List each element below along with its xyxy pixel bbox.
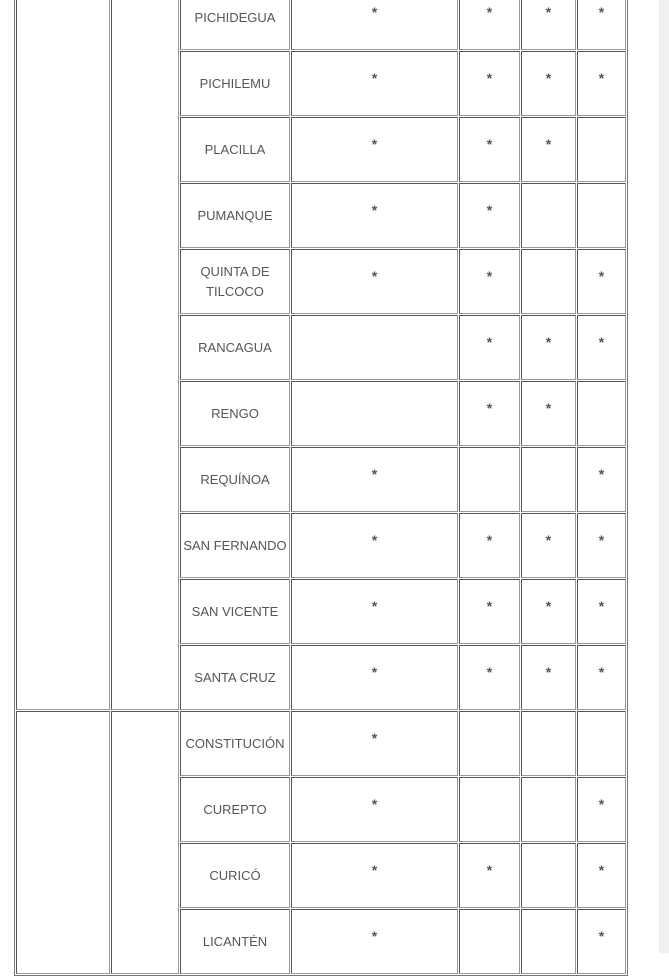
- table-row: CONSTITUCIÓN *: [16, 711, 626, 974]
- commune-name: PICHILEMU: [180, 51, 290, 116]
- commune-name: PICHIDEGUA: [180, 0, 290, 50]
- mark-cell: *: [459, 51, 520, 116]
- mark-cell: [459, 909, 520, 974]
- mark-cell: *: [459, 249, 520, 314]
- mark-cell: *: [577, 579, 626, 644]
- table-row: QUINTA DE TILCOCO * * *: [16, 249, 626, 314]
- mark-cell: [577, 381, 626, 446]
- mark-cell: [459, 711, 520, 776]
- mark-cell: *: [291, 513, 458, 578]
- mark-cell: *: [291, 711, 458, 776]
- table-row: CURICÓ * * *: [16, 843, 626, 908]
- mark-cell: *: [291, 183, 458, 248]
- table-row: PUMANQUE * *: [16, 183, 626, 248]
- mark-cell: *: [459, 315, 520, 380]
- commune-name: REQUÍNOA: [180, 447, 290, 512]
- mark-cell: *: [577, 249, 626, 314]
- commune-name: SANTA CRUZ: [180, 645, 290, 710]
- commune-name: QUINTA DE TILCOCO: [180, 249, 290, 314]
- mark-cell: [459, 447, 520, 512]
- mark-cell: [577, 117, 626, 182]
- table-row: SANTA CRUZ * * * *: [16, 645, 626, 710]
- region-cell: [16, 711, 110, 974]
- commune-name: SAN VICENTE: [180, 579, 290, 644]
- mark-cell: *: [291, 909, 458, 974]
- mark-cell: *: [459, 645, 520, 710]
- mark-cell: *: [291, 645, 458, 710]
- mark-cell: [521, 447, 576, 512]
- mark-cell: [577, 183, 626, 248]
- mark-cell: *: [291, 249, 458, 314]
- mark-cell: [459, 777, 520, 842]
- mark-cell: *: [577, 513, 626, 578]
- table-row: RANCAGUA * * *: [16, 315, 626, 380]
- mark-cell: *: [291, 0, 458, 50]
- table-row: RENGO * *: [16, 381, 626, 446]
- commune-name: PLACILLA: [180, 117, 290, 182]
- mark-cell: [521, 777, 576, 842]
- region-cell: [16, 0, 110, 710]
- mark-cell: *: [291, 117, 458, 182]
- table-row: REQUÍNOA * *: [16, 447, 626, 512]
- table-row: CUREPTO * *: [16, 777, 626, 842]
- mark-cell: *: [577, 0, 626, 50]
- commune-name: CURICÓ: [180, 843, 290, 908]
- communes-table: PICHIDEGUA * * * * PICHILEMU * * * * PLACILLA * * * PU…: [14, 0, 628, 976]
- commune-name: SAN FERNANDO: [180, 513, 290, 578]
- mark-cell: *: [577, 51, 626, 116]
- mark-cell: *: [521, 0, 576, 50]
- commune-name: RENGO: [180, 381, 290, 446]
- mark-cell: *: [459, 117, 520, 182]
- mark-cell: *: [577, 843, 626, 908]
- mark-cell: *: [459, 579, 520, 644]
- mark-cell: *: [291, 447, 458, 512]
- province-cell: [111, 711, 179, 974]
- mark-cell: *: [291, 51, 458, 116]
- commune-name: RANCAGUA: [180, 315, 290, 380]
- table-row: PICHIDEGUA * * * *: [16, 0, 626, 710]
- mark-cell: *: [577, 777, 626, 842]
- mark-cell: *: [577, 447, 626, 512]
- table-row: SAN VICENTE * * * *: [16, 579, 626, 644]
- mark-cell: *: [521, 645, 576, 710]
- mark-cell: [521, 843, 576, 908]
- scrollbar[interactable]: [659, 0, 669, 953]
- mark-cell: *: [521, 117, 576, 182]
- table-row: PICHILEMU * * * *: [16, 51, 626, 116]
- province-cell: [111, 0, 179, 710]
- mark-cell: *: [577, 315, 626, 380]
- mark-cell: *: [291, 579, 458, 644]
- mark-cell: [291, 315, 458, 380]
- mark-cell: *: [459, 381, 520, 446]
- table-row: SAN FERNANDO * * * *: [16, 513, 626, 578]
- mark-cell: *: [521, 513, 576, 578]
- mark-cell: *: [577, 645, 626, 710]
- mark-cell: [521, 249, 576, 314]
- mark-cell: *: [577, 909, 626, 974]
- mark-cell: *: [459, 183, 520, 248]
- table-row: PLACILLA * * *: [16, 117, 626, 182]
- commune-name: CUREPTO: [180, 777, 290, 842]
- mark-cell: [521, 711, 576, 776]
- mark-cell: *: [521, 51, 576, 116]
- mark-cell: *: [291, 777, 458, 842]
- communes-table-container: PICHIDEGUA * * * * PICHILEMU * * * * PLACILLA * * * PU…: [14, 0, 628, 976]
- mark-cell: [577, 711, 626, 776]
- mark-cell: *: [459, 513, 520, 578]
- mark-cell: *: [291, 843, 458, 908]
- mark-cell: [291, 381, 458, 446]
- mark-cell: [521, 909, 576, 974]
- mark-cell: [521, 183, 576, 248]
- mark-cell: *: [459, 843, 520, 908]
- commune-name: CONSTITUCIÓN: [180, 711, 290, 776]
- mark-cell: *: [459, 0, 520, 50]
- mark-cell: *: [521, 315, 576, 380]
- commune-name: LICANTÉN: [180, 909, 290, 974]
- mark-cell: *: [521, 579, 576, 644]
- mark-cell: *: [521, 381, 576, 446]
- commune-name: PUMANQUE: [180, 183, 290, 248]
